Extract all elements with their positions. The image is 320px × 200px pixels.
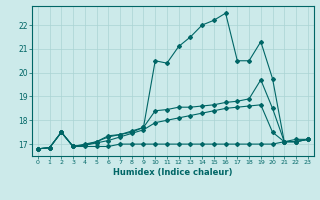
X-axis label: Humidex (Indice chaleur): Humidex (Indice chaleur) bbox=[113, 168, 233, 177]
